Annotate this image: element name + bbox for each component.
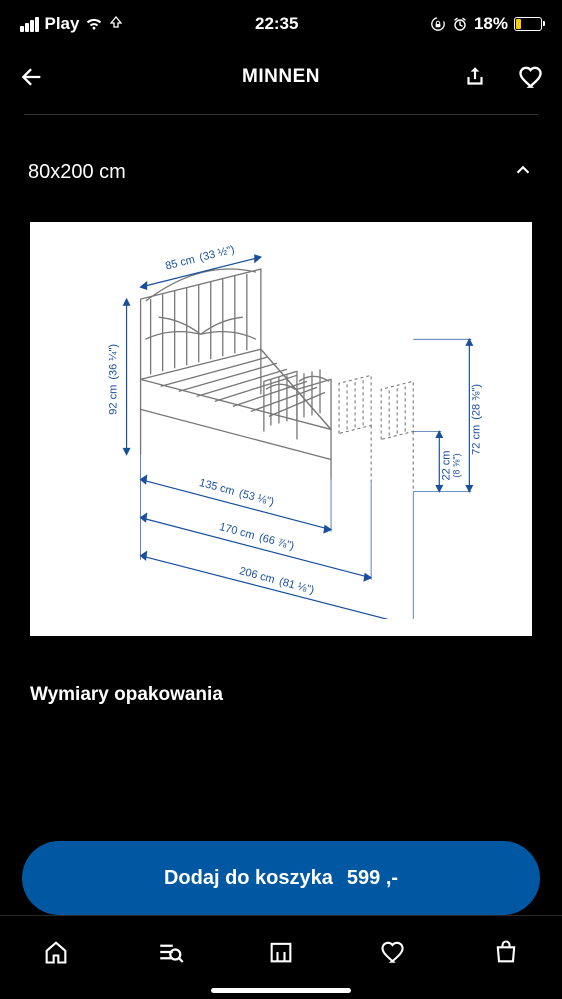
cta-label: Dodaj do koszyka xyxy=(164,867,333,890)
back-button[interactable] xyxy=(16,62,46,92)
dim-h-cm: 92 cm xyxy=(108,384,120,414)
nav-store[interactable] xyxy=(261,932,301,972)
app-header: MINNEN xyxy=(0,48,562,106)
nav-cart[interactable] xyxy=(486,932,526,972)
svg-text:85 cm (33 ½"): 85 cm (33 ½") xyxy=(164,243,236,272)
svg-text:92 cm (36 ¼"): 92 cm (36 ¼") xyxy=(108,343,120,414)
bottom-nav xyxy=(0,915,562,999)
alarm-icon xyxy=(452,16,468,32)
dim-w-cm: 85 cm xyxy=(164,253,196,272)
dim-el-in: (8 ⅝") xyxy=(451,453,461,477)
packaging-heading: Wymiary opakowania xyxy=(0,636,562,706)
orientation-lock-icon xyxy=(430,16,446,32)
carrier-label: Play xyxy=(45,14,80,34)
dim-l1-cm: 135 cm xyxy=(198,477,236,498)
status-right: 18% xyxy=(430,14,542,34)
chevron-up-icon xyxy=(512,159,534,186)
nav-home[interactable] xyxy=(36,932,76,972)
dim-l3-cm: 206 cm xyxy=(238,565,276,586)
svg-text:(8 ⅝"): (8 ⅝") xyxy=(451,453,461,477)
svg-text:135 cm (53 ⅛"): 135 cm (53 ⅛") xyxy=(198,477,275,509)
signal-icon xyxy=(20,17,39,32)
dim-eh-cm: 72 cm xyxy=(470,424,482,454)
status-bar: Play 22:35 18% xyxy=(0,0,562,48)
size-label: 80x200 cm xyxy=(28,161,126,184)
wifi-icon xyxy=(85,17,103,31)
dim-h-in: (36 ¼") xyxy=(108,343,120,379)
nav-favorites[interactable] xyxy=(373,932,413,972)
dim-l1-in: (53 ⅛") xyxy=(238,487,276,508)
battery-icon xyxy=(514,17,542,31)
cta-bar: Dodaj do koszyka 599 ,- xyxy=(0,841,562,915)
home-indicator[interactable] xyxy=(211,988,351,993)
share-button[interactable] xyxy=(460,62,490,92)
dim-w-in: (33 ½") xyxy=(198,243,236,263)
favorite-button[interactable] xyxy=(516,62,546,92)
battery-pct-label: 18% xyxy=(474,14,508,34)
clock: 22:35 xyxy=(255,14,298,34)
add-to-cart-button[interactable]: Dodaj do koszyka 599 ,- xyxy=(22,841,540,915)
svg-text:72 cm (28 ⅜"): 72 cm (28 ⅜") xyxy=(470,384,482,455)
dim-l3-in: (81 ⅛") xyxy=(278,575,316,596)
status-left: Play xyxy=(20,14,123,34)
svg-text:206 cm (81 ⅛"): 206 cm (81 ⅛") xyxy=(238,565,315,597)
dimension-diagram: 85 cm (33 ½") 92 cm (36 ¼") 135 cm (53 ⅛… xyxy=(30,222,532,636)
nav-search[interactable] xyxy=(149,932,189,972)
vpn-arrow-icon xyxy=(109,14,123,34)
page-title: MINNEN xyxy=(242,66,320,88)
size-accordion[interactable]: 80x200 cm xyxy=(0,115,562,214)
cta-price: 599 ,- xyxy=(347,867,398,890)
dim-eh-in: (28 ⅜") xyxy=(470,384,482,420)
